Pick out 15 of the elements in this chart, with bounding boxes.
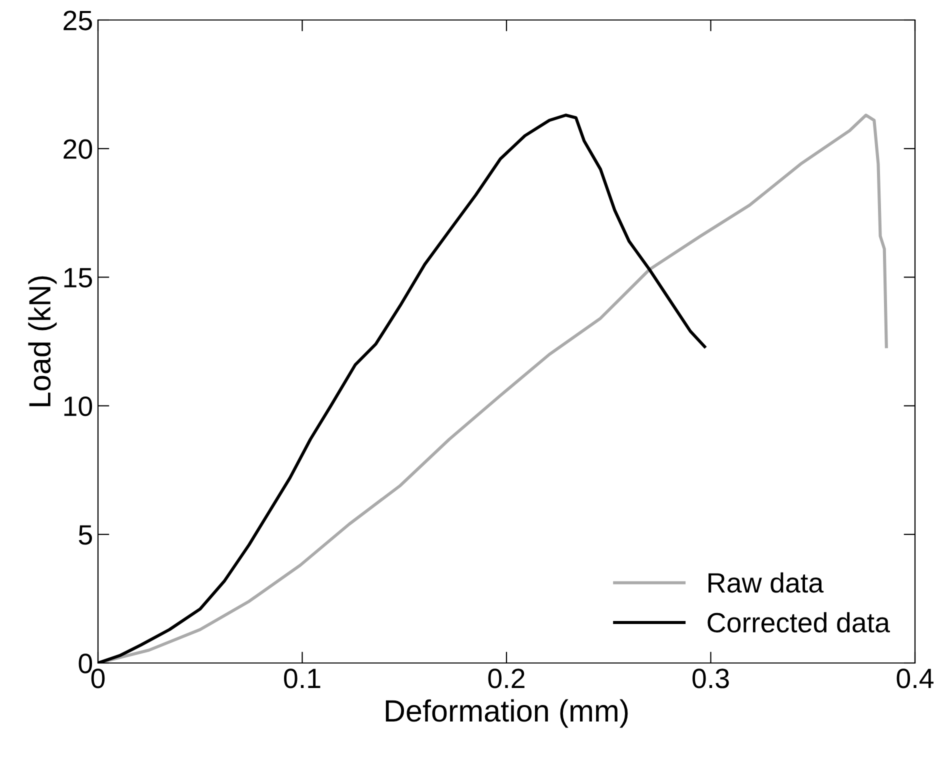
y-tick-label: 15 — [64, 268, 92, 288]
legend-label: Corrected data — [708, 612, 890, 633]
y-tick-label: 5 — [78, 525, 92, 545]
x-tick-label: 0.3 — [692, 668, 729, 688]
y-tick-label: 25 — [64, 10, 92, 30]
x-tick-label: 0.2 — [488, 668, 524, 688]
y-tick-label: 0 — [78, 654, 92, 674]
y-axis-title: Load (kN) — [28, 276, 57, 406]
y-tick-label: 20 — [64, 139, 92, 159]
x-tick-label: 0.4 — [896, 668, 934, 688]
y-tick-label: 10 — [64, 396, 92, 416]
legend-label: Raw data — [708, 572, 824, 593]
x-tick-label: 0.1 — [284, 668, 320, 688]
x-axis-title: Deformation (mm) — [386, 699, 628, 728]
x-tick-label: 0 — [91, 668, 105, 688]
